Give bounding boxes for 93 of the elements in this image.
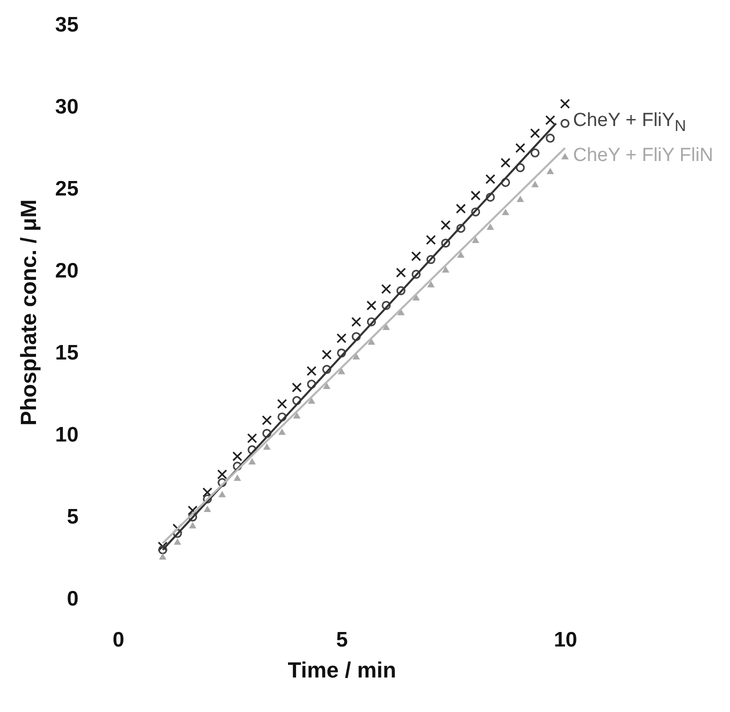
point [382, 324, 390, 330]
y-tick-label: 35 [55, 14, 79, 36]
point [441, 238, 450, 248]
point [472, 236, 480, 244]
point [426, 234, 436, 245]
point [531, 180, 539, 188]
point [501, 178, 510, 187]
point [234, 474, 242, 481]
point [338, 368, 346, 374]
x-axis-title: Time / min [288, 658, 396, 682]
point [307, 380, 316, 389]
y-tick-label: 30 [55, 96, 78, 118]
point [158, 545, 168, 554]
point [323, 382, 330, 390]
point [366, 300, 376, 310]
point [322, 350, 332, 360]
point [396, 268, 406, 278]
point [560, 98, 570, 109]
point [322, 364, 332, 374]
point [412, 294, 420, 300]
point [457, 251, 465, 258]
point [174, 538, 182, 545]
y-tick-label: 15 [55, 342, 79, 364]
point [366, 317, 376, 326]
y-tick-label: 0 [66, 588, 78, 610]
point [516, 163, 525, 172]
point [486, 192, 495, 202]
point [247, 433, 258, 444]
point [308, 397, 316, 404]
series-label: CheY + FliY$_{N}$ [573, 110, 686, 136]
point [218, 478, 227, 488]
point [262, 428, 272, 438]
point [485, 174, 496, 184]
point [218, 490, 226, 498]
point [336, 348, 346, 358]
point [277, 398, 288, 409]
point [412, 270, 421, 279]
point [456, 204, 466, 214]
point [440, 220, 451, 230]
point [336, 333, 346, 344]
point [158, 553, 166, 560]
point [546, 134, 555, 143]
point [248, 458, 256, 464]
point [426, 255, 436, 264]
point [352, 332, 361, 342]
x-tick-label: 10 [554, 628, 578, 652]
point [351, 316, 362, 327]
point [561, 152, 569, 160]
point [546, 168, 554, 174]
point [396, 286, 406, 296]
point [278, 428, 286, 435]
point [306, 366, 317, 376]
point [232, 462, 242, 471]
point [530, 128, 540, 138]
point [486, 224, 494, 230]
point [158, 542, 168, 552]
point [442, 266, 450, 273]
point [172, 528, 182, 538]
point [352, 353, 360, 360]
point [516, 196, 524, 202]
point [427, 280, 435, 288]
point [232, 451, 242, 462]
point [217, 469, 228, 480]
point [188, 522, 196, 528]
series-label: CheY + FliY FliN [573, 145, 714, 168]
point [292, 382, 302, 392]
point [470, 190, 481, 201]
point [411, 251, 422, 262]
x-tick-label: 0 [112, 628, 124, 652]
point [471, 207, 480, 216]
point [560, 118, 570, 128]
point [500, 158, 511, 168]
x-tick-label: 5 [336, 628, 348, 652]
y-tick-label: 20 [55, 260, 78, 282]
point [382, 300, 391, 310]
point [456, 224, 466, 233]
point [278, 412, 287, 422]
point [502, 208, 510, 216]
point [262, 415, 272, 426]
point [545, 115, 556, 126]
point [515, 143, 526, 153]
point [293, 412, 301, 419]
point [202, 494, 212, 504]
point [263, 443, 271, 450]
point [204, 506, 212, 512]
point [530, 148, 540, 158]
y-tick-label: 10 [55, 424, 78, 446]
point [188, 512, 198, 522]
y-tick-label: 5 [66, 506, 79, 528]
point [381, 284, 392, 294]
y-tick-label: 25 [55, 178, 79, 200]
point [292, 396, 302, 406]
y-axis-title: Phosphate conc. / μM [16, 199, 42, 426]
